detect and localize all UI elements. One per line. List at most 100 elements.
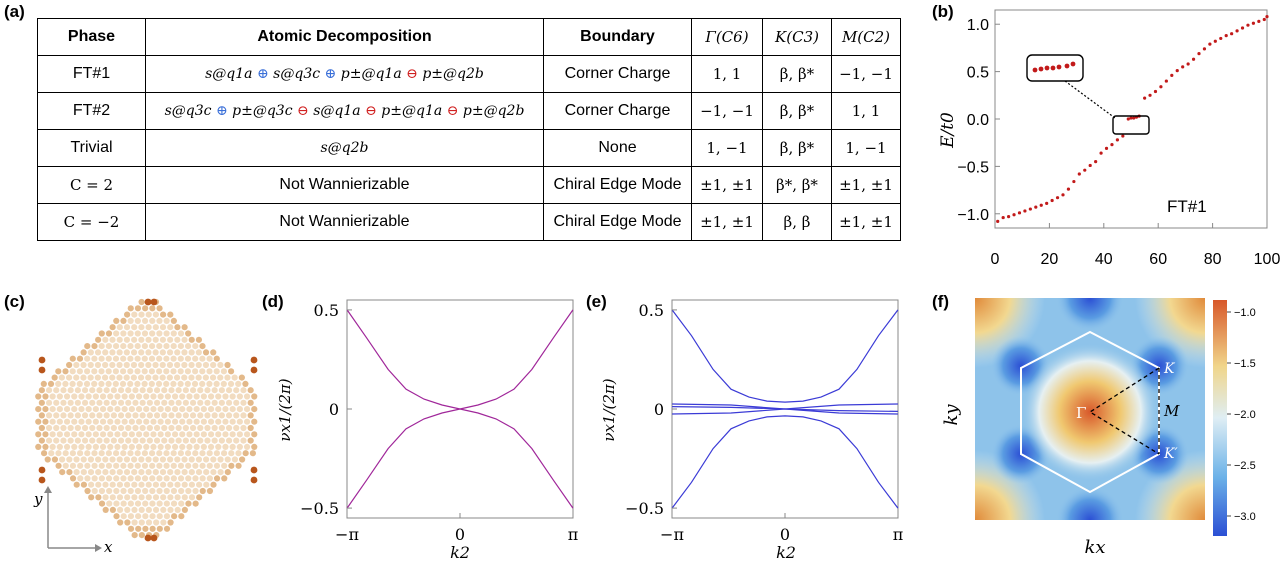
lattice-site xyxy=(128,431,135,438)
lattice-site xyxy=(156,368,163,375)
lattice-site xyxy=(236,418,243,425)
lattice-site xyxy=(240,424,247,432)
lattice-site xyxy=(114,418,121,425)
lattice-site xyxy=(177,368,184,375)
lattice-site xyxy=(99,406,107,413)
lattice-site xyxy=(139,387,146,394)
lattice-site xyxy=(35,418,42,425)
lattice-site xyxy=(221,462,228,469)
lattice-site xyxy=(188,469,195,476)
lattice-site xyxy=(143,443,150,450)
lattice-site xyxy=(84,475,91,482)
lattice-site xyxy=(103,437,110,444)
lattice-site xyxy=(53,412,60,419)
lattice-site xyxy=(42,393,49,400)
lattice-site xyxy=(63,443,71,450)
lattice-site xyxy=(184,368,192,375)
lattice-site xyxy=(152,506,160,513)
lattice-site xyxy=(49,418,56,425)
lattice-site xyxy=(77,475,84,482)
lattice-site xyxy=(215,406,222,413)
x-tick-label: −π xyxy=(335,525,359,544)
lattice-site xyxy=(117,519,124,526)
lattice-site xyxy=(143,418,150,425)
lattice-site xyxy=(171,418,179,425)
lattice-site xyxy=(159,361,166,369)
lattice-site xyxy=(42,406,49,413)
lattice-site xyxy=(215,393,222,400)
corner-site xyxy=(38,466,46,474)
lattice-site xyxy=(164,393,171,400)
lattice-site xyxy=(160,519,167,526)
lattice-site xyxy=(88,481,95,488)
lattice-site xyxy=(56,406,63,413)
lattice-site xyxy=(171,431,179,438)
data-point xyxy=(1126,117,1130,121)
lattice-site xyxy=(228,462,235,469)
lattice-site xyxy=(138,456,145,463)
lattice-site xyxy=(135,443,143,450)
lattice-site xyxy=(195,349,202,356)
lattice-site xyxy=(156,487,163,495)
lattice-site xyxy=(145,519,153,526)
lattice-site xyxy=(91,355,98,362)
lattice-site xyxy=(145,456,152,463)
lattice-site xyxy=(204,387,211,394)
lattice-site xyxy=(211,424,218,432)
lattice-site xyxy=(207,431,215,438)
lattice-site xyxy=(85,406,92,413)
data-point xyxy=(996,219,1000,223)
lattice-site xyxy=(170,317,177,324)
lattice-site xyxy=(101,374,109,381)
lattice-site xyxy=(225,399,233,406)
lattice-site xyxy=(138,324,145,331)
lattice-site xyxy=(120,355,127,362)
lattice-site xyxy=(80,481,88,488)
data-point xyxy=(1061,193,1065,197)
lattice-site xyxy=(157,393,164,400)
lattice-site xyxy=(88,494,95,501)
lattice-site xyxy=(120,500,127,507)
lattice-site xyxy=(199,355,206,362)
lattice-site xyxy=(138,532,145,539)
lattice-site xyxy=(102,361,109,369)
lattice-site xyxy=(60,387,67,394)
lattice-site xyxy=(167,519,174,526)
lattice-site xyxy=(92,393,99,400)
lattice-site xyxy=(105,368,112,375)
lattice-site xyxy=(170,380,177,387)
lattice-site xyxy=(106,500,113,507)
lattice-site xyxy=(96,412,103,419)
lattice-site xyxy=(213,475,221,482)
lattice-site xyxy=(73,361,80,369)
lattice-site xyxy=(84,368,91,375)
phase-cell: C = 2 xyxy=(37,166,146,204)
lattice-site xyxy=(67,437,74,444)
lattice-site xyxy=(91,487,98,495)
lattice-site xyxy=(167,324,174,331)
lattice-site xyxy=(178,500,185,507)
lattice-site xyxy=(220,380,227,387)
lattice-site xyxy=(120,317,127,324)
lattice-site xyxy=(153,424,161,432)
lattice-site xyxy=(247,437,254,444)
y-axis-label: ky xyxy=(941,404,962,426)
lattice-site xyxy=(159,349,166,356)
decomposition-cell: s@q3c ⊕ p±@q3c ⊖ s@q1a ⊖ p±@q1a ⊖ p±@q2b xyxy=(145,92,544,130)
lattice-site xyxy=(99,393,107,400)
lattice-site xyxy=(178,513,185,520)
lattice-site xyxy=(77,462,84,469)
k-cell: β, β xyxy=(762,203,832,241)
lattice-site xyxy=(192,343,199,350)
lattice-site xyxy=(233,387,240,394)
lattice-site xyxy=(225,387,233,394)
wilson-band xyxy=(671,415,899,509)
lattice-site xyxy=(155,380,163,387)
lattice-site xyxy=(105,343,112,350)
lattice-site xyxy=(132,412,139,419)
lattice-site xyxy=(182,424,189,432)
lattice-site xyxy=(51,456,59,463)
lattice-site xyxy=(107,418,114,425)
x-axis-label: x xyxy=(104,538,113,556)
lattice-site xyxy=(163,475,170,482)
